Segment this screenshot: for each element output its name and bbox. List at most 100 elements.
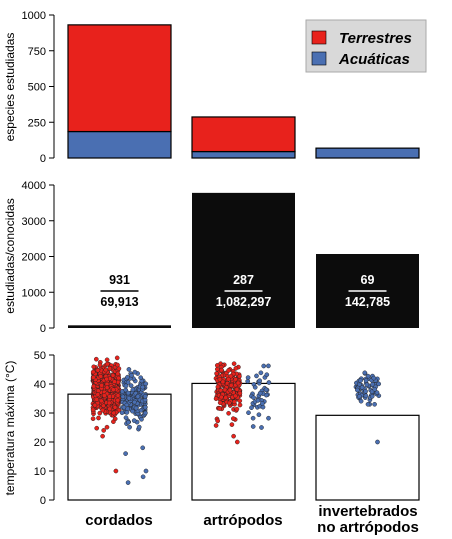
point-terrestres-cordados [104,385,110,391]
point-terrestres-cordados [93,356,99,362]
panel-a-tick-label: 0 [40,153,46,165]
point-acuaticas-cordados [128,383,134,388]
point-acuaticas-cordados [138,375,144,381]
point-acuaticas-cordados [135,394,141,399]
point-acuaticas-cordados [140,445,146,451]
point-acuaticas-cordados [125,480,131,485]
point-acuaticas-artropodos [266,363,271,369]
point-terrestres-cordados [94,425,100,431]
panel-studied-species: especies estudiadas 0 250 500 750 1000 Terre… [3,10,427,165]
fraction-known-invertebrados-no-artropodos: 142,785 [345,295,390,309]
point-acuaticas-invertebrados-no-artropodos [376,381,382,387]
point-acuaticas-cordados [127,424,132,430]
point-acuaticas-artropodos [260,401,265,406]
bar-ratio-cordados [68,325,171,328]
point-acuaticas-artropodos [259,425,264,430]
point-terrestres-cordados [112,404,118,410]
point-acuaticas-cordados [130,387,136,393]
point-terrestres-cordados [106,400,112,406]
panel-c-tick-label: 50 [34,350,46,362]
point-terrestres-artropodos [214,371,219,376]
point-terrestres-artropodos [215,418,221,424]
point-terrestres-artropodos [220,379,226,385]
point-terrestres-artropodos [234,406,240,412]
panel-b-tick-label: 2000 [22,252,46,264]
point-acuaticas-cordados [136,424,142,430]
point-acuaticas-cordados [119,410,125,416]
point-terrestres-artropodos [214,366,220,372]
point-terrestres-artropodos [218,394,224,400]
category-label-line: invertebrados [318,503,417,520]
point-acuaticas-artropodos [263,387,269,393]
point-terrestres-cordados [90,369,96,375]
point-terrestres-artropodos [233,393,238,399]
point-terrestres-artropodos [227,387,233,393]
bar-aquatic-artropodos [191,150,296,159]
point-acuaticas-invertebrados-no-artropodos [363,393,369,399]
point-acuaticas-artropodos [258,370,264,376]
point-terrestres-cordados [112,416,118,422]
point-terrestres-cordados [98,398,104,404]
point-terrestres-artropodos [219,367,224,373]
point-acuaticas-invertebrados-no-artropodos [375,439,380,445]
point-acuaticas-invertebrados-no-artropodos [365,401,371,407]
point-acuaticas-cordados [125,380,131,385]
point-terrestres-cordados [91,375,96,380]
point-acuaticas-cordados [126,367,132,372]
point-acuaticas-cordados [138,407,144,413]
point-acuaticas-cordados [131,418,137,423]
point-acuaticas-cordados [121,404,127,410]
point-acuaticas-artropodos [254,373,259,379]
point-terrestres-cordados [107,406,113,412]
point-terrestres-artropodos [213,423,219,428]
fraction-studied-artropodos: 287 [233,273,254,287]
panel-a-tick-label: 500 [28,82,46,94]
point-acuaticas-invertebrados-no-artropodos [356,393,362,399]
point-terrestres-artropodos [237,398,243,404]
point-terrestres-cordados [92,402,98,408]
panel-b-y-axis-label: estudiadas/conocidas [3,198,17,313]
point-terrestres-artropodos [215,384,221,390]
fraction-known-artropodos: 1,082,297 [216,295,272,309]
panel-a-tick-label: 750 [28,46,46,58]
point-acuaticas-cordados [132,369,138,375]
panel-max-temperature: temperatura máxima (°C) 0 10 20 30 40 50 [3,350,420,507]
point-terrestres-artropodos [223,395,229,401]
point-terrestres-cordados [115,393,121,398]
bar-terrestrial-artropodos [191,116,296,153]
point-acuaticas-cordados [143,410,148,416]
point-terrestres-cordados [98,373,104,379]
panel-c-tick-label: 30 [34,408,46,420]
point-acuaticas-artropodos [246,410,251,416]
point-terrestres-cordados [112,379,117,385]
point-acuaticas-artropodos [266,380,272,385]
point-terrestres-artropodos [214,363,220,368]
point-terrestres-artropodos [230,416,236,421]
legend-label-aquatic: Acuáticas [338,51,410,68]
point-acuaticas-artropodos [255,398,261,403]
point-terrestres-artropodos [217,376,223,382]
point-acuaticas-cordados [125,419,131,425]
point-terrestres-artropodos [234,439,240,445]
panel-c-y-axis-label: temperatura máxima (°C) [3,361,17,496]
point-acuaticas-artropodos [261,363,267,369]
legend-swatch-aquatic [311,51,327,66]
point-terrestres-cordados [95,388,101,394]
point-terrestres-cordados [114,355,120,361]
point-terrestres-cordados [104,424,110,430]
point-terrestres-artropodos [226,368,231,373]
point-acuaticas-artropodos [250,415,256,421]
point-acuaticas-artropodos [250,424,256,429]
point-terrestres-artropodos [235,380,241,386]
category-label-artropodos: artrópodos [203,512,282,529]
point-terrestres-cordados [110,387,116,393]
point-terrestres-cordados [104,376,110,382]
legend-label-terrestrial: Terrestres [339,30,412,47]
point-acuaticas-invertebrados-no-artropodos [359,385,365,390]
panel-b-tick-label: 0 [40,323,46,335]
point-terrestres-artropodos [217,400,223,406]
point-terrestres-cordados [113,468,119,474]
point-terrestres-cordados [104,357,110,363]
point-terrestres-artropodos [231,433,236,439]
point-acuaticas-cordados [125,390,131,396]
